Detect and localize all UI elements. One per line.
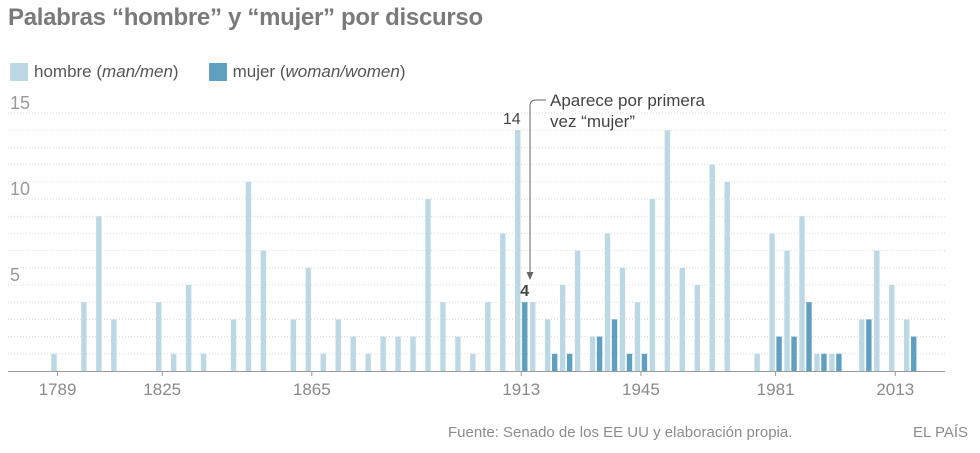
bar-hombre xyxy=(829,353,835,371)
y-tick-label: 10 xyxy=(10,179,30,199)
bar-mujer xyxy=(791,336,797,371)
legend-swatch-mujer xyxy=(208,63,227,81)
legend-swatch-hombre xyxy=(10,63,28,81)
bar-hombre xyxy=(200,353,207,371)
annotation-connector xyxy=(529,99,546,278)
legend-label-mujer: mujer (woman/women) xyxy=(232,62,406,81)
legend-item-hombre: hombre (man/men) xyxy=(10,62,179,82)
bar-hombre xyxy=(679,267,686,371)
legend-label-hombre: hombre (man/men) xyxy=(34,62,179,81)
bar-hombre xyxy=(156,302,162,371)
chart-title: Palabras “hombre” y “mujer” por discurso xyxy=(8,4,483,31)
bar-hombre xyxy=(589,336,596,371)
bar-mujer xyxy=(836,353,842,371)
x-tick-label: 1865 xyxy=(293,380,331,399)
bar-hombre xyxy=(290,319,297,371)
bar-hombre xyxy=(619,267,626,371)
bar-hombre xyxy=(170,353,177,371)
bar-hombre xyxy=(799,216,805,371)
x-tick-label: 2013 xyxy=(876,380,914,399)
bar-mujer xyxy=(551,353,558,371)
brand-logo: EL PAÍS xyxy=(913,424,969,441)
legend-en-hombre: man/men xyxy=(102,62,173,81)
bar-mujer xyxy=(866,319,872,371)
bar-hombre xyxy=(365,353,371,371)
bar-mujer xyxy=(522,302,528,371)
bar-hombre xyxy=(440,302,446,371)
annotation-line-2: vez “mujer” xyxy=(550,112,636,131)
bar-hombre xyxy=(574,250,581,371)
bar-mujer xyxy=(641,353,648,371)
bar-hombre xyxy=(96,216,102,371)
x-tick-label: 1789 xyxy=(39,380,77,399)
legend: hombre (man/men) mujer (woman/women) xyxy=(10,62,435,82)
bar-hombre xyxy=(544,319,551,371)
bar-mujer xyxy=(611,319,618,371)
bar-hombre xyxy=(784,250,790,371)
bar-mujer xyxy=(806,302,812,371)
bar-hombre xyxy=(485,302,491,371)
source-note: Fuente: Senado de los EE UU y elaboració… xyxy=(448,424,793,441)
x-tick-label: 1981 xyxy=(757,380,795,399)
bar-hombre xyxy=(814,353,820,371)
bar-hombre xyxy=(530,302,536,371)
annotation: Aparece por primera vez “mujer” xyxy=(550,90,705,132)
legend-item-mujer: mujer (woman/women) xyxy=(208,62,406,82)
bar-mujer xyxy=(911,336,917,371)
bar-hombre xyxy=(724,181,730,371)
bar-hombre xyxy=(185,285,192,371)
bar-hombre xyxy=(425,199,431,371)
bar-hombre xyxy=(874,250,880,371)
bar-hombre xyxy=(335,319,341,371)
bar-hombre xyxy=(859,319,865,371)
bar-hombre xyxy=(111,319,117,371)
bar-mujer xyxy=(626,353,633,371)
x-tick-label: 1945 xyxy=(622,380,660,399)
bar-mujer xyxy=(776,336,782,371)
bar-hombre xyxy=(769,233,775,371)
bar-hombre xyxy=(245,181,252,371)
bar-hombre xyxy=(709,164,715,371)
annotation-line-1: Aparece por primera xyxy=(550,91,705,110)
bar-hombre xyxy=(604,233,611,371)
bar-hombre xyxy=(634,302,641,371)
bar-hombre xyxy=(81,302,87,371)
bar-hombre xyxy=(320,353,326,371)
data-label-hombre: 14 xyxy=(503,111,521,128)
bar-hombre xyxy=(350,336,356,371)
data-label-mujer: 4 xyxy=(520,283,529,300)
bar-hombre xyxy=(754,353,760,371)
y-tick-label: 5 xyxy=(10,265,20,285)
legend-word-hombre: hombre xyxy=(34,62,92,81)
bar-hombre xyxy=(559,285,566,371)
annotation-arrowhead xyxy=(526,272,534,280)
bar-mujer xyxy=(821,353,827,371)
legend-en-mujer: woman/women xyxy=(285,62,400,81)
bar-hombre xyxy=(410,336,416,371)
bar-hombre xyxy=(904,319,910,371)
bar-hombre xyxy=(380,336,386,371)
legend-word-mujer: mujer xyxy=(232,62,276,81)
bar-mujer xyxy=(566,353,573,371)
bar-hombre xyxy=(889,285,895,371)
bar-hombre xyxy=(500,233,506,371)
bar-hombre xyxy=(230,319,237,371)
bar-hombre xyxy=(305,267,312,371)
bar-hombre xyxy=(395,336,401,371)
x-tick-label: 1913 xyxy=(502,380,540,399)
y-tick-label: 15 xyxy=(10,93,30,113)
bar-hombre xyxy=(664,130,671,371)
bar-hombre xyxy=(260,250,267,371)
bar-hombre xyxy=(515,130,521,371)
bar-mujer xyxy=(596,336,603,371)
bar-hombre xyxy=(694,285,700,371)
bar-hombre xyxy=(470,353,476,371)
bar-hombre xyxy=(51,353,57,371)
x-tick-label: 1825 xyxy=(143,380,181,399)
bar-hombre xyxy=(649,199,656,371)
bar-hombre xyxy=(455,336,461,371)
